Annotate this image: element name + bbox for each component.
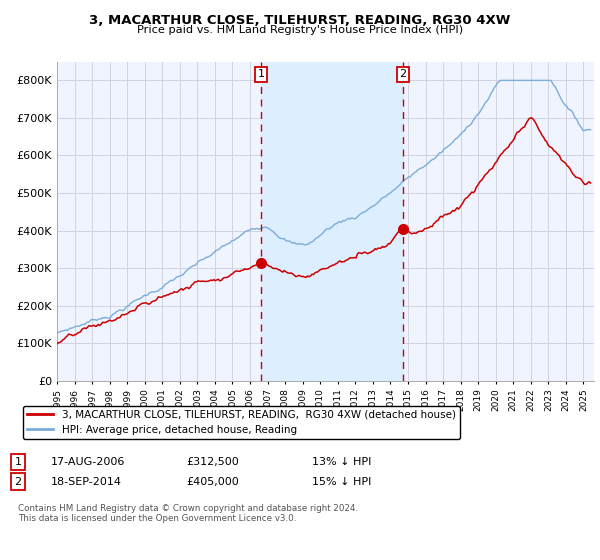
Text: 1: 1	[257, 69, 265, 80]
Text: 1: 1	[14, 457, 22, 467]
Text: 15% ↓ HPI: 15% ↓ HPI	[312, 477, 371, 487]
Text: 2: 2	[14, 477, 22, 487]
Bar	[261, 62, 403, 381]
Text: Price paid vs. HM Land Registry's House Price Index (HPI): Price paid vs. HM Land Registry's House …	[137, 25, 463, 35]
Text: 18-SEP-2014: 18-SEP-2014	[51, 477, 122, 487]
Text: 2: 2	[399, 69, 406, 80]
Text: 3, MACARTHUR CLOSE, TILEHURST, READING, RG30 4XW: 3, MACARTHUR CLOSE, TILEHURST, READING, …	[89, 14, 511, 27]
Legend: 3, MACARTHUR CLOSE, TILEHURST, READING,  RG30 4XW (detached house), HPI: Average: 3, MACARTHUR CLOSE, TILEHURST, READING, …	[23, 405, 460, 439]
Text: Contains HM Land Registry data © Crown copyright and database right 2024.
This d: Contains HM Land Registry data © Crown c…	[18, 504, 358, 524]
Text: £312,500: £312,500	[186, 457, 239, 467]
Text: £405,000: £405,000	[186, 477, 239, 487]
Text: 13% ↓ HPI: 13% ↓ HPI	[312, 457, 371, 467]
Text: 17-AUG-2006: 17-AUG-2006	[51, 457, 125, 467]
